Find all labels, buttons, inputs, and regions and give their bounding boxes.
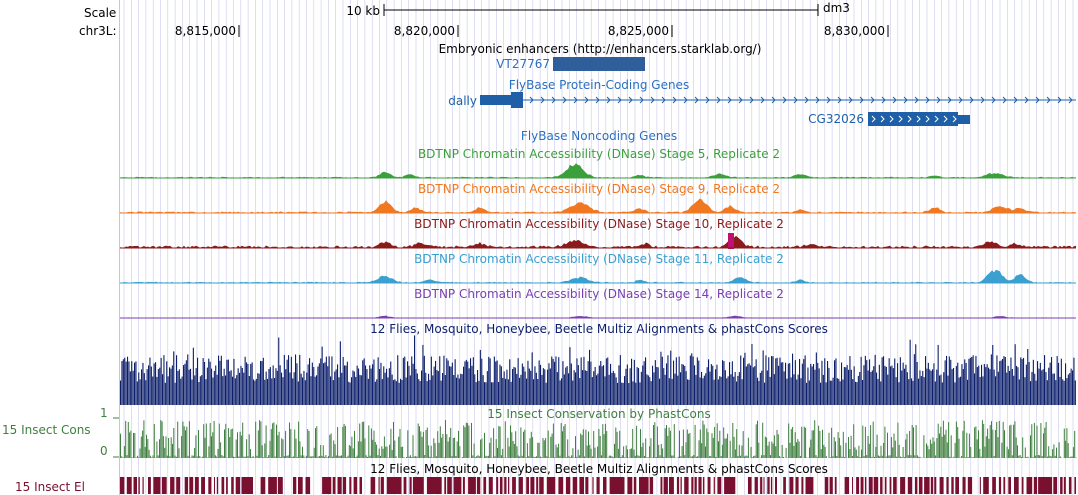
ruler-pos-1: 8,815,000 [175,24,236,38]
el-track-label[interactable]: 15 Insect El [15,480,85,494]
dnase-stage9-signal[interactable] [120,198,1076,213]
panel-divider [119,0,120,495]
gene-cg32026-exon[interactable] [868,112,958,126]
dnase-stage9-title: BDTNP Chromatin Accessibility (DNase) St… [418,182,780,196]
multiz-alignment-bars[interactable] [120,335,1076,405]
dnase-stage11-title: BDTNP Chromatin Accessibility (DNase) St… [414,252,784,266]
dnase-stage10-signal[interactable] [120,235,1076,248]
dnase-stage14-title: BDTNP Chromatin Accessibility (DNase) St… [414,287,784,301]
protein-coding-track-title: FlyBase Protein-Coding Genes [509,78,689,92]
assembly-label: dm3 [823,1,850,15]
cons-axis-max: 1 [100,406,108,420]
enhancer-feature-label: VT27767 [496,57,550,71]
track-label-panel: Scale chr3L: 15 Insect Cons 1 0 15 Insec… [0,0,119,495]
scale-bar-label: 10 kb [346,4,380,18]
conserved-elements[interactable] [120,477,1076,494]
cons-track-label[interactable]: 15 Insect Cons [2,423,91,437]
gene-dally-strand-arrows [529,96,1073,104]
enhancers-track-title: Embryonic enhancers (http://enhancers.st… [439,42,762,56]
phastcons-track-title: 15 Insect Conservation by PhastCons [487,407,710,421]
gene-dally-label: dally [448,94,477,108]
noncoding-track-title: FlyBase Noncoding Genes [521,129,677,143]
gene-dally-exon-1[interactable] [480,95,513,105]
gene-cg32026-label: CG32026 [808,112,864,126]
chrom-label[interactable]: chr3L: [79,24,117,38]
dnase-stage11-signal[interactable] [120,269,1076,283]
ruler-pos-2: 8,820,000 [394,24,455,38]
phastcons-score-bars[interactable] [120,420,1077,458]
multiz-track-title-2: 12 Flies, Mosquito, Honeybee, Beetle Mul… [370,462,828,476]
multiz-track-title: 12 Flies, Mosquito, Honeybee, Beetle Mul… [370,322,828,336]
enhancer-feature-bar[interactable] [553,57,645,71]
ruler-pos-3: 8,825,000 [608,24,669,38]
gene-cg32026-utr[interactable] [958,115,970,124]
dnase-stage5-title: BDTNP Chromatin Accessibility (DNase) St… [418,147,780,161]
ruler-pos-4: 8,830,000 [824,24,885,38]
scale-label: Scale [84,6,117,20]
dnase-stage10-clipped-peak [728,233,734,249]
dnase-stage5-signal[interactable] [120,163,1076,178]
cons-axis-min: 0 [100,444,108,458]
dnase-stage10-title: BDTNP Chromatin Accessibility (DNase) St… [414,217,784,231]
gene-dally-exon-2[interactable] [511,92,523,108]
gene-cg32026-strand-arrows [871,115,957,123]
